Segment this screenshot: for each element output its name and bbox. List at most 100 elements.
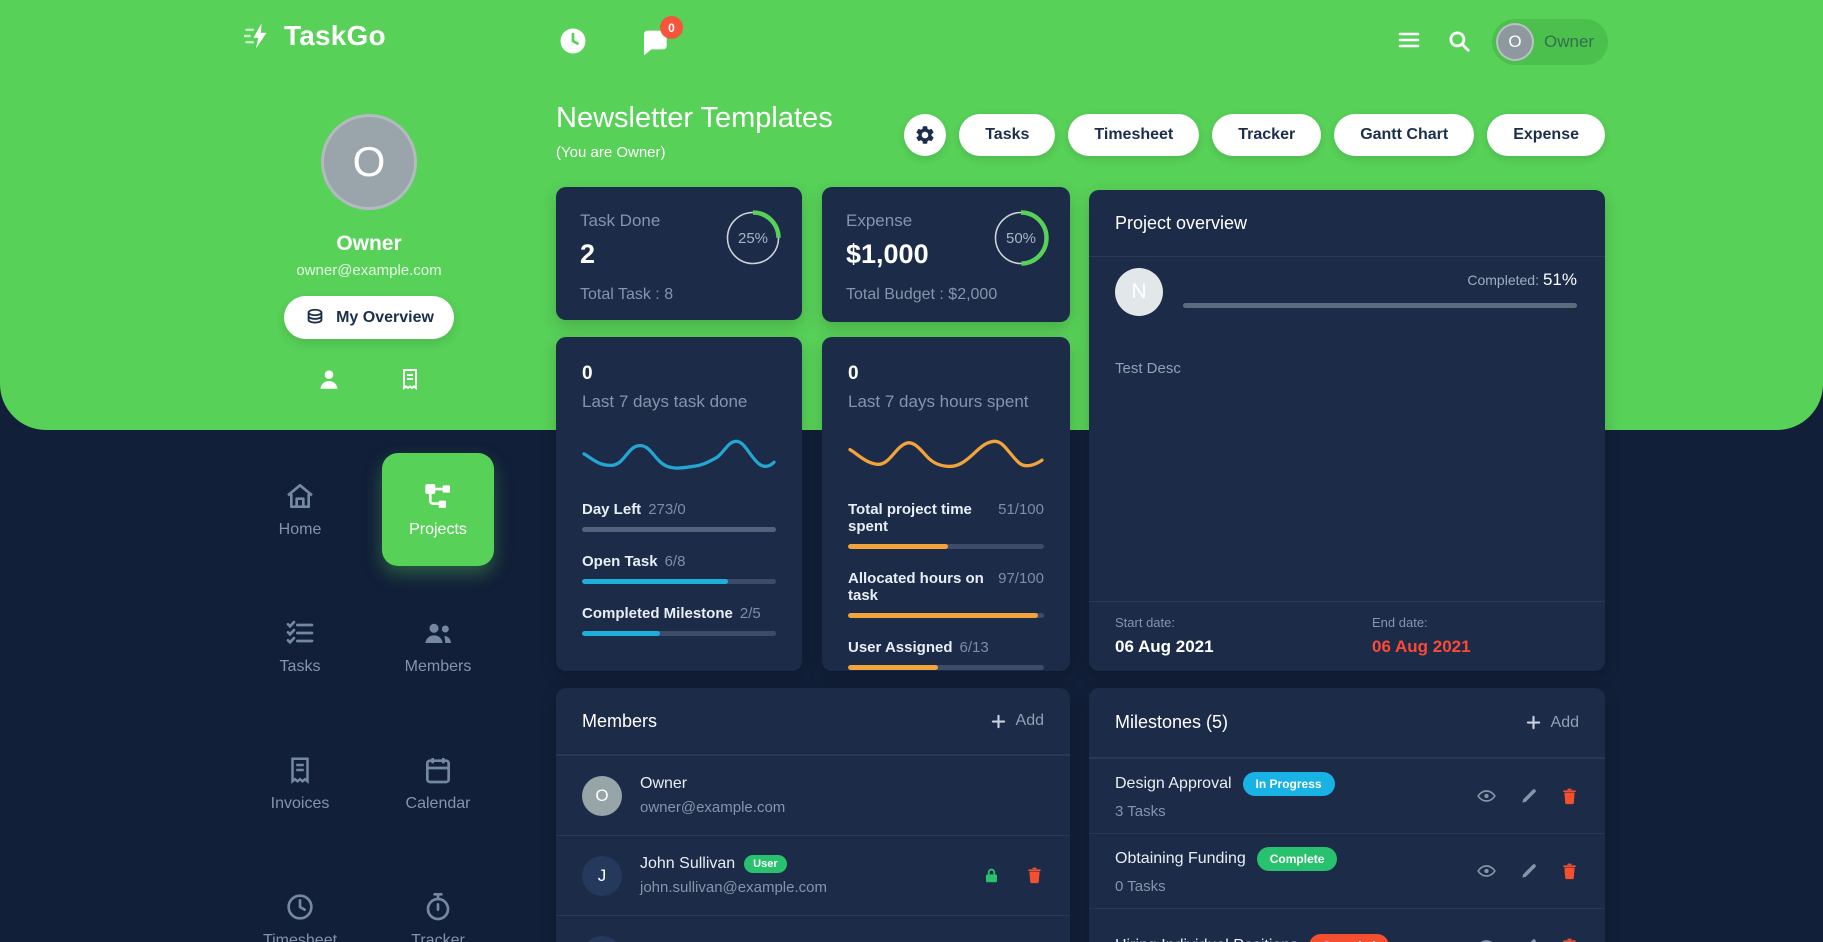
add-milestone-label: Add: [1550, 713, 1579, 731]
calendar-icon: [422, 754, 454, 786]
expense-button[interactable]: Expense: [1487, 114, 1605, 156]
completed-milestone-bar: [582, 631, 776, 636]
profile-invoice-button[interactable]: [398, 366, 422, 392]
member-name: Owner: [640, 775, 688, 792]
tracker-button[interactable]: Tracker: [1212, 114, 1322, 156]
time-spent-row: Total project time spent 51/100: [848, 501, 1044, 549]
project-avatar: N: [1115, 268, 1163, 316]
profile-name: Owner: [336, 232, 402, 255]
last7-hours-label: Last 7 days hours spent: [848, 392, 1029, 411]
milestones-title: Milestones (5): [1115, 712, 1229, 732]
member-email: john.sullivan@example.com: [640, 879, 827, 896]
member-row-owner: O Owner owner@example.com: [556, 755, 1070, 835]
trash-icon: [1025, 865, 1044, 886]
add-member-label: Add: [1015, 712, 1044, 729]
member-row-john: J John Sullivan User john.sullivan@examp…: [556, 835, 1070, 915]
allocated-hours-row: Allocated hours on task 97/100: [848, 570, 1044, 618]
pencil-icon: [1519, 861, 1539, 881]
sidebar-item-calendar[interactable]: Calendar: [382, 727, 494, 840]
last7-tasks-card: 0 Last 7 days task done Day Left 273/0 O…: [556, 337, 802, 671]
edit-milestone-button[interactable]: [1519, 861, 1539, 881]
members-panel: Members Add O Owner owner@example.com J …: [556, 688, 1070, 942]
project-overview-panel: Project overview N Completed: 51% Test De…: [1089, 190, 1605, 671]
plus-icon: [990, 713, 1007, 730]
brand-logo[interactable]: TaskGo: [244, 20, 386, 52]
gantt-chart-button[interactable]: Gantt Chart: [1334, 114, 1475, 156]
sidebar-item-members[interactable]: Members: [382, 590, 494, 703]
last7-tasks-value: 0: [582, 363, 593, 384]
tasks-button[interactable]: Tasks: [959, 114, 1056, 156]
milestone-title: Hiring Individual Positions: [1115, 937, 1298, 942]
receipt-icon: [398, 366, 422, 392]
project-progress: Completed: 51%: [1183, 270, 1577, 308]
end-date-label: End date:: [1372, 615, 1428, 630]
sidebar-item-home[interactable]: Home: [244, 453, 356, 566]
open-task-bar: [582, 579, 776, 584]
trash-icon: [1560, 786, 1579, 807]
project-description: Test Desc: [1115, 360, 1181, 377]
sidebar-item-label: Projects: [409, 521, 467, 538]
sidebar-item-label: Tasks: [279, 658, 321, 675]
sidebar-nav: Home Projects Tasks: [244, 453, 494, 942]
clock-button[interactable]: [558, 26, 588, 56]
delete-milestone-button[interactable]: [1560, 936, 1579, 942]
delete-member-button[interactable]: [1025, 865, 1044, 886]
eye-icon: [1475, 936, 1498, 942]
member-role-badge: User: [744, 855, 787, 873]
view-milestone-button[interactable]: [1475, 786, 1498, 806]
milestone-row-hiring: Hiring Individual Positions Canceled: [1089, 908, 1605, 942]
member-name: John Sullivan: [640, 855, 736, 872]
milestone-row-design-approval: Design Approval In Progress 3 Tasks: [1089, 758, 1605, 833]
search-icon: [1446, 28, 1472, 54]
completed-label: Completed:: [1467, 272, 1539, 288]
search-button[interactable]: [1446, 28, 1472, 54]
sidebar-item-projects[interactable]: Projects: [382, 453, 494, 566]
view-milestone-button[interactable]: [1475, 861, 1498, 881]
delete-milestone-button[interactable]: [1560, 786, 1579, 807]
sidebar-item-tasks[interactable]: Tasks: [244, 590, 356, 703]
eye-icon: [1475, 861, 1498, 881]
my-overview-label: My Overview: [336, 308, 434, 326]
chat-button[interactable]: [638, 26, 670, 58]
last7-hours-value: 0: [848, 363, 859, 384]
milestone-task-count: 3 Tasks: [1115, 803, 1166, 820]
expense-percent: 50%: [1005, 229, 1037, 247]
timesheet-button[interactable]: Timesheet: [1068, 114, 1200, 156]
lock-member-button[interactable]: [982, 865, 1001, 886]
sidebar-item-tracker[interactable]: Tracker: [382, 864, 494, 942]
sidebar-item-timesheet[interactable]: Timesheet: [244, 864, 356, 942]
settings-button[interactable]: [904, 114, 947, 156]
delete-milestone-button[interactable]: [1560, 861, 1579, 882]
expense-value: $1,000: [846, 239, 929, 269]
menu-button[interactable]: [1398, 30, 1420, 50]
user-avatar: O: [1496, 23, 1534, 61]
my-overview-button[interactable]: My Overview: [284, 296, 454, 339]
user-assigned-row: User Assigned 6/13: [848, 639, 1044, 670]
pencil-icon: [1519, 786, 1539, 806]
day-left-row: Day Left 273/0: [582, 501, 776, 532]
sidebar-item-label: Calendar: [405, 795, 471, 812]
lock-icon: [982, 865, 1001, 886]
allocated-hours-bar: [848, 613, 1044, 618]
add-milestone-button[interactable]: Add: [1525, 714, 1579, 732]
trash-icon: [1560, 861, 1579, 882]
sidebar-item-invoices[interactable]: Invoices: [244, 727, 356, 840]
profile-member-button[interactable]: [316, 366, 342, 392]
edit-milestone-button[interactable]: [1519, 936, 1539, 942]
clock-icon: [558, 26, 588, 56]
invoice-icon: [285, 754, 315, 786]
hamburger-icon: [1398, 30, 1420, 50]
member-email: owner@example.com: [640, 799, 786, 816]
milestone-title: Design Approval: [1115, 775, 1232, 792]
sitemap-icon: [422, 480, 454, 512]
add-member-button[interactable]: Add: [990, 712, 1044, 730]
tasks-sparkline: [582, 439, 776, 470]
header-actions: Tasks Timesheet Tracker Gantt Chart Expe…: [904, 114, 1605, 156]
coins-icon: [304, 307, 326, 329]
edit-milestone-button[interactable]: [1519, 786, 1539, 806]
member-avatar: J: [582, 935, 622, 942]
view-milestone-button[interactable]: [1475, 936, 1498, 942]
sidebar-item-label: Invoices: [270, 795, 330, 812]
user-menu[interactable]: O Owner: [1492, 19, 1608, 65]
